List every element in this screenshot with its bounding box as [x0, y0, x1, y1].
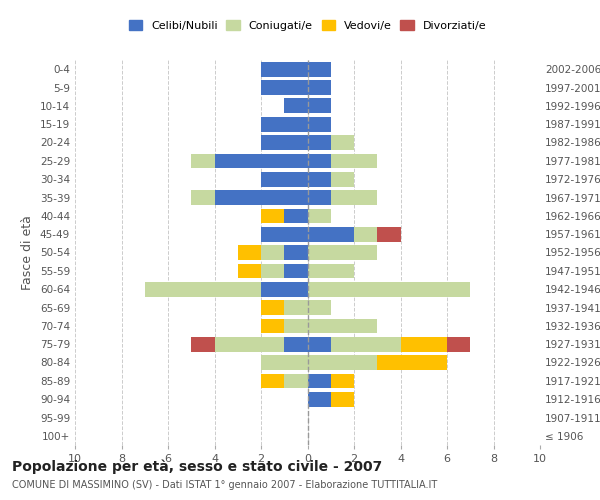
Bar — [331, 392, 354, 406]
Bar — [308, 245, 377, 260]
Bar — [261, 208, 284, 223]
Bar — [261, 245, 284, 260]
Bar — [331, 154, 377, 168]
Text: COMUNE DI MASSIMINO (SV) - Dati ISTAT 1° gennaio 2007 - Elaborazione TUTTITALIA.: COMUNE DI MASSIMINO (SV) - Dati ISTAT 1°… — [12, 480, 437, 490]
Bar — [308, 208, 331, 223]
Bar — [308, 282, 470, 296]
Bar — [308, 318, 377, 333]
Bar — [331, 374, 354, 388]
Bar — [284, 318, 308, 333]
Bar — [215, 190, 308, 205]
Bar — [284, 264, 308, 278]
Bar — [284, 374, 308, 388]
Bar — [377, 227, 401, 242]
Bar — [261, 172, 308, 186]
Bar — [261, 227, 308, 242]
Bar — [354, 227, 377, 242]
Bar — [331, 135, 354, 150]
Bar — [261, 117, 308, 132]
Bar — [308, 264, 354, 278]
Bar — [308, 172, 331, 186]
Bar — [284, 98, 308, 113]
Bar — [401, 337, 447, 351]
Bar — [261, 374, 284, 388]
Bar — [308, 227, 354, 242]
Bar — [308, 98, 331, 113]
Bar — [191, 154, 215, 168]
Bar — [308, 135, 331, 150]
Bar — [261, 62, 308, 76]
Bar — [261, 80, 308, 95]
Bar — [215, 154, 308, 168]
Y-axis label: Fasce di età: Fasce di età — [22, 215, 34, 290]
Bar — [145, 282, 261, 296]
Bar — [261, 135, 308, 150]
Bar — [215, 337, 284, 351]
Bar — [284, 208, 308, 223]
Legend: Celibi/Nubili, Coniugati/e, Vedovi/e, Divorziati/e: Celibi/Nubili, Coniugati/e, Vedovi/e, Di… — [124, 16, 491, 35]
Bar — [284, 300, 308, 315]
Bar — [308, 154, 331, 168]
Bar — [308, 190, 331, 205]
Bar — [261, 264, 284, 278]
Bar — [284, 337, 308, 351]
Bar — [377, 355, 447, 370]
Bar — [308, 117, 331, 132]
Bar — [447, 337, 470, 351]
Bar — [331, 337, 401, 351]
Bar — [308, 62, 331, 76]
Bar — [191, 337, 215, 351]
Bar — [308, 355, 377, 370]
Text: Popolazione per età, sesso e stato civile - 2007: Popolazione per età, sesso e stato civil… — [12, 460, 382, 474]
Bar — [308, 337, 331, 351]
Bar — [308, 80, 331, 95]
Bar — [261, 318, 284, 333]
Bar — [308, 392, 331, 406]
Bar — [261, 282, 308, 296]
Bar — [331, 190, 377, 205]
Bar — [331, 172, 354, 186]
Bar — [308, 374, 331, 388]
Bar — [261, 355, 308, 370]
Bar — [261, 300, 284, 315]
Bar — [238, 245, 261, 260]
Bar — [191, 190, 215, 205]
Bar — [238, 264, 261, 278]
Bar — [284, 245, 308, 260]
Bar — [308, 300, 331, 315]
